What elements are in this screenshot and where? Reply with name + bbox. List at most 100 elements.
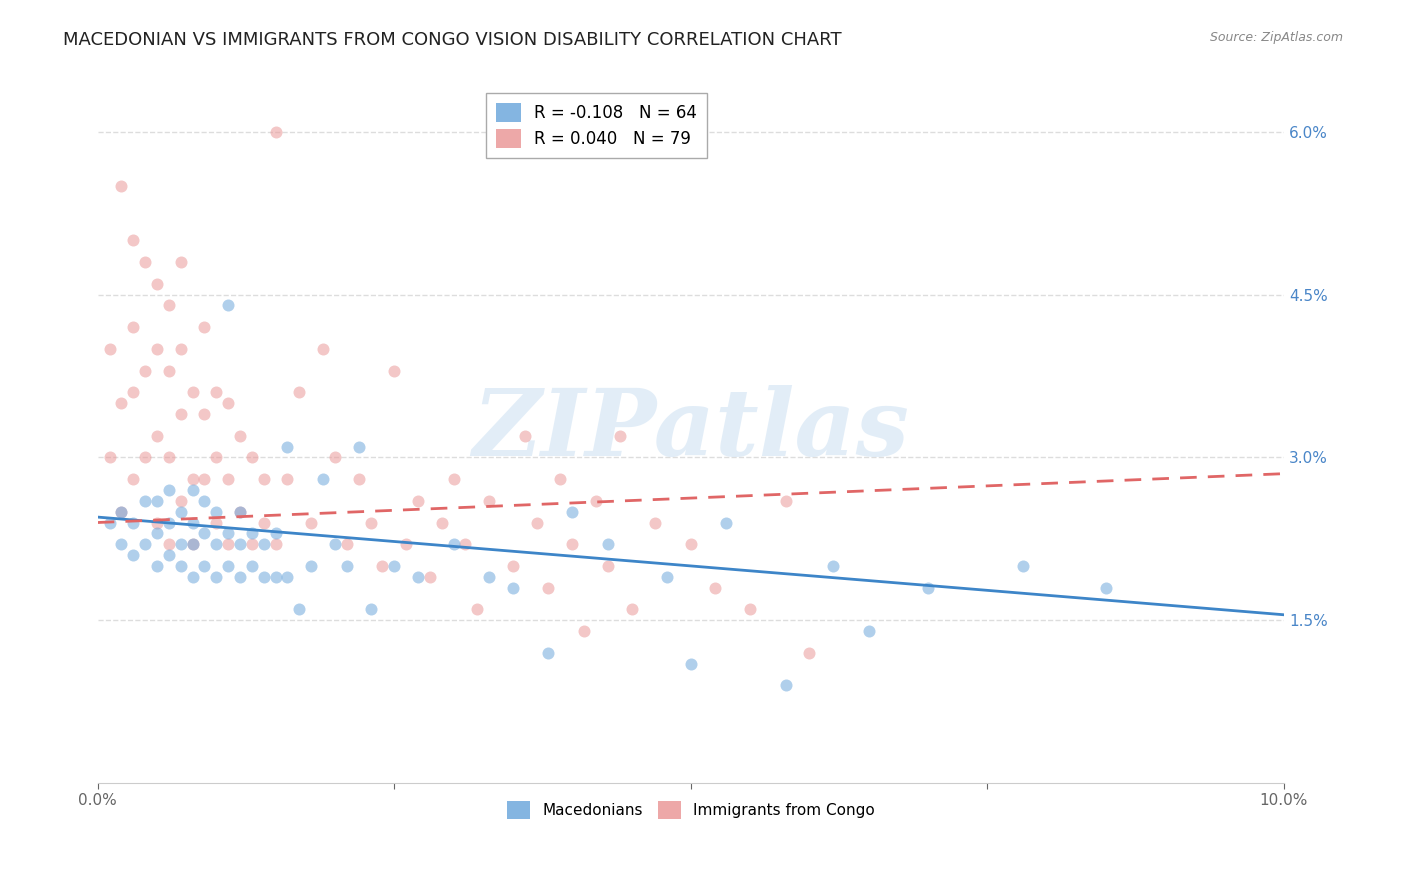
Point [550, 472, 572, 486]
Point [395, 537, 418, 551]
Point [276, 472, 298, 486]
Point [264, 125, 287, 139]
Point [134, 493, 156, 508]
Point [465, 602, 488, 616]
Point [443, 472, 465, 486]
Point [157, 516, 180, 530]
Point [205, 450, 228, 465]
Point [146, 277, 169, 291]
Point [170, 255, 193, 269]
Point [217, 558, 239, 573]
Point [799, 646, 821, 660]
Point [299, 516, 322, 530]
Point [240, 526, 263, 541]
Point [537, 646, 560, 660]
Point [679, 657, 702, 671]
Point [644, 516, 666, 530]
Point [205, 570, 228, 584]
Point [205, 385, 228, 400]
Point [170, 505, 193, 519]
Point [157, 483, 180, 497]
Point [478, 493, 501, 508]
Point [229, 428, 252, 442]
Point [312, 342, 335, 356]
Point [122, 472, 145, 486]
Point [193, 558, 215, 573]
Point [98, 450, 121, 465]
Point [264, 570, 287, 584]
Point [537, 581, 560, 595]
Point [703, 581, 725, 595]
Point [110, 537, 132, 551]
Point [217, 472, 239, 486]
Point [382, 558, 405, 573]
Point [288, 385, 311, 400]
Point [157, 548, 180, 562]
Point [561, 505, 583, 519]
Point [110, 505, 132, 519]
Point [620, 602, 643, 616]
Point [1012, 558, 1035, 573]
Point [288, 602, 311, 616]
Point [98, 342, 121, 356]
Point [323, 450, 346, 465]
Point [170, 342, 193, 356]
Point [146, 342, 169, 356]
Point [229, 505, 252, 519]
Point [347, 440, 370, 454]
Point [122, 320, 145, 334]
Point [181, 537, 204, 551]
Point [585, 493, 607, 508]
Point [134, 450, 156, 465]
Point [157, 537, 180, 551]
Point [371, 558, 394, 573]
Point [253, 537, 276, 551]
Point [253, 516, 276, 530]
Point [1095, 581, 1118, 595]
Point [181, 537, 204, 551]
Point [572, 624, 595, 638]
Point [596, 558, 619, 573]
Point [205, 505, 228, 519]
Point [181, 483, 204, 497]
Point [181, 516, 204, 530]
Point [430, 516, 453, 530]
Point [917, 581, 939, 595]
Point [240, 450, 263, 465]
Point [170, 407, 193, 421]
Point [276, 440, 298, 454]
Point [146, 428, 169, 442]
Point [478, 570, 501, 584]
Point [110, 396, 132, 410]
Point [336, 558, 359, 573]
Point [134, 537, 156, 551]
Point [240, 558, 263, 573]
Point [264, 537, 287, 551]
Point [146, 493, 169, 508]
Point [110, 505, 132, 519]
Point [561, 537, 583, 551]
Point [502, 581, 524, 595]
Point [740, 602, 762, 616]
Point [170, 493, 193, 508]
Point [229, 570, 252, 584]
Point [181, 570, 204, 584]
Point [443, 537, 465, 551]
Point [134, 255, 156, 269]
Point [122, 233, 145, 247]
Point [181, 385, 204, 400]
Point [454, 537, 477, 551]
Point [775, 678, 797, 692]
Point [360, 602, 382, 616]
Point [193, 320, 215, 334]
Point [157, 298, 180, 312]
Point [382, 363, 405, 377]
Point [205, 516, 228, 530]
Point [217, 537, 239, 551]
Point [146, 516, 169, 530]
Point [526, 516, 548, 530]
Point [655, 570, 678, 584]
Point [193, 407, 215, 421]
Text: MACEDONIAN VS IMMIGRANTS FROM CONGO VISION DISABILITY CORRELATION CHART: MACEDONIAN VS IMMIGRANTS FROM CONGO VISI… [63, 31, 842, 49]
Point [193, 526, 215, 541]
